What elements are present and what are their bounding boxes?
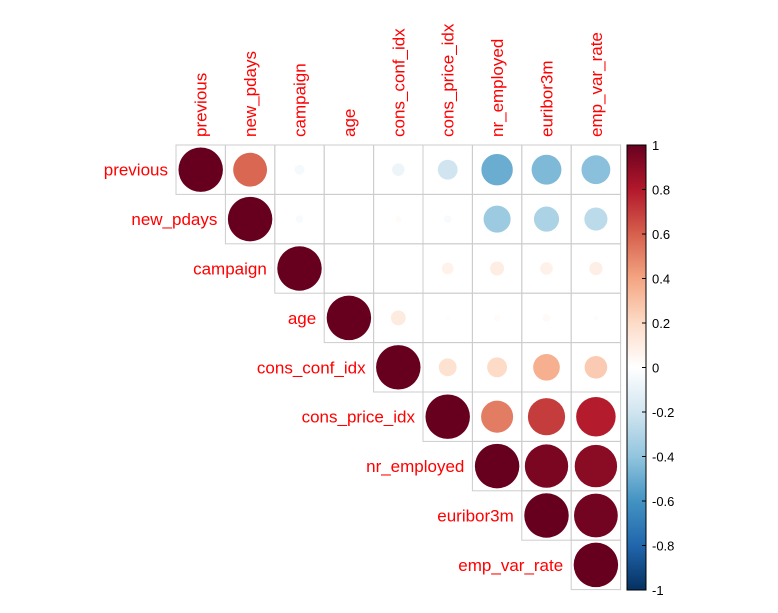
corr-circle-previous-previous: [178, 147, 223, 192]
corr-circle-new_pdays-cons_conf_idx: [395, 215, 402, 223]
colorbar-tick-label: -0.2: [652, 405, 674, 420]
colorbar-tick-label: -0.4: [652, 450, 674, 465]
colorbar-tick-label: -0.6: [652, 494, 674, 509]
corr-circle-cons_conf_idx-nr_employed: [487, 357, 508, 378]
corr-circle-age-cons_conf_idx: [390, 310, 406, 326]
corr-circle-cons_conf_idx-cons_conf_idx: [376, 345, 421, 390]
column-label: cons_conf_idx: [389, 28, 408, 137]
colorbar-tick-label: 1: [652, 138, 659, 153]
corr-circle-nr_employed-euribor3m: [524, 444, 569, 488]
corr-circle-euribor3m-emp_var_rate: [574, 493, 618, 538]
corr-circle-nr_employed-nr_employed: [474, 443, 520, 489]
corr-circle-cons_price_idx-cons_price_idx: [425, 394, 470, 439]
corr-circle-previous-emp_var_rate: [581, 155, 611, 185]
corr-circle-cons_conf_idx-cons_price_idx: [438, 358, 457, 377]
row-label: new_pdays: [131, 210, 217, 229]
grid-cell: [323, 193, 375, 245]
colorbar-tick-label: 0.8: [652, 183, 670, 198]
corr-circle-new_pdays-euribor3m: [533, 206, 560, 232]
corr-circle-previous-euribor3m: [531, 154, 562, 185]
corr-circle-previous-campaign: [294, 164, 305, 175]
colorbar-tick-label: 0.2: [652, 316, 670, 331]
corr-circle-age-euribor3m: [542, 314, 551, 322]
grid-cell: [570, 539, 622, 591]
column-label: campaign: [291, 63, 310, 137]
corr-circle-campaign-nr_employed: [490, 261, 505, 276]
corr-circle-campaign-euribor3m: [540, 262, 553, 275]
corr-circle-cons_price_idx-emp_var_rate: [576, 396, 616, 437]
corr-circle-euribor3m-euribor3m: [524, 493, 569, 538]
column-label: new_pdays: [241, 51, 260, 137]
grid: [175, 144, 622, 591]
colorbar: 1 0.8 0.6 0.4 0.2 0 -0.2 -0.4 -0.6 -0.8 -1: [626, 138, 674, 598]
corr-circle-campaign-cons_price_idx: [441, 262, 454, 275]
column-label: euribor3m: [538, 60, 557, 137]
column-label: previous: [192, 73, 211, 137]
row-label: previous: [104, 161, 168, 180]
row-label: cons_price_idx: [302, 408, 416, 427]
corr-circle-cons_price_idx-nr_employed: [481, 400, 514, 433]
corr-circle-cons_price_idx-euribor3m: [527, 398, 566, 436]
row-label: emp_var_rate: [458, 556, 563, 575]
column-label: cons_price_idx: [439, 23, 458, 137]
corr-circle-previous-cons_conf_idx: [392, 163, 405, 176]
corr-circle-new_pdays-nr_employed: [483, 205, 511, 233]
colorbar-tick-label: 0.4: [652, 272, 670, 287]
column-label: nr_employed: [488, 39, 507, 137]
column-labels: previous new_pdays campaign age cons_conf_id…: [192, 23, 606, 137]
row-label: euribor3m: [437, 507, 514, 526]
row-label: campaign: [193, 260, 267, 279]
column-label: emp_var_rate: [587, 32, 606, 137]
row-label: age: [288, 309, 316, 328]
corr-circle-age-cons_price_idx: [445, 315, 450, 321]
corr-circle-previous-cons_price_idx: [437, 159, 458, 180]
colorbar-tick-label: 0.6: [652, 227, 670, 242]
row-label: nr_employed: [366, 457, 464, 476]
corr-circle-nr_employed-emp_var_rate: [574, 444, 618, 488]
corr-circle-cons_conf_idx-euribor3m: [533, 353, 560, 381]
grid-cell: [373, 243, 424, 294]
colorbar-tick-label: -0.8: [652, 539, 674, 554]
corr-circle-campaign-emp_var_rate: [589, 261, 603, 276]
colorbar-tick-label: -1: [652, 583, 664, 598]
corr-circle-new_pdays-campaign: [295, 215, 304, 223]
corr-circle-previous-nr_employed: [481, 153, 513, 186]
grid-cell: [323, 243, 375, 294]
column-label: age: [340, 109, 359, 137]
corr-circle-age-age: [326, 295, 372, 341]
corr-circle-new_pdays-emp_var_rate: [584, 207, 608, 231]
corr-circle-campaign-campaign: [277, 246, 322, 291]
row-label: cons_conf_idx: [257, 358, 366, 377]
corr-circle-new_pdays-cons_price_idx: [443, 215, 452, 223]
corr-circle-cons_conf_idx-emp_var_rate: [584, 355, 608, 379]
corr-circle-age-nr_employed: [493, 314, 501, 322]
corr-circle-age-emp_var_rate: [593, 315, 599, 321]
colorbar-tick-label: 0: [652, 361, 659, 376]
row-labels: previous new_pdays campaign age cons_conf_id…: [104, 161, 563, 575]
corr-circle-emp_var_rate-emp_var_rate: [573, 542, 619, 588]
corr-circle-previous-new_pdays: [233, 152, 268, 187]
correlation-circles: [178, 147, 619, 588]
corr-circle-new_pdays-new_pdays: [227, 196, 273, 242]
grid-cell: [323, 144, 375, 195]
